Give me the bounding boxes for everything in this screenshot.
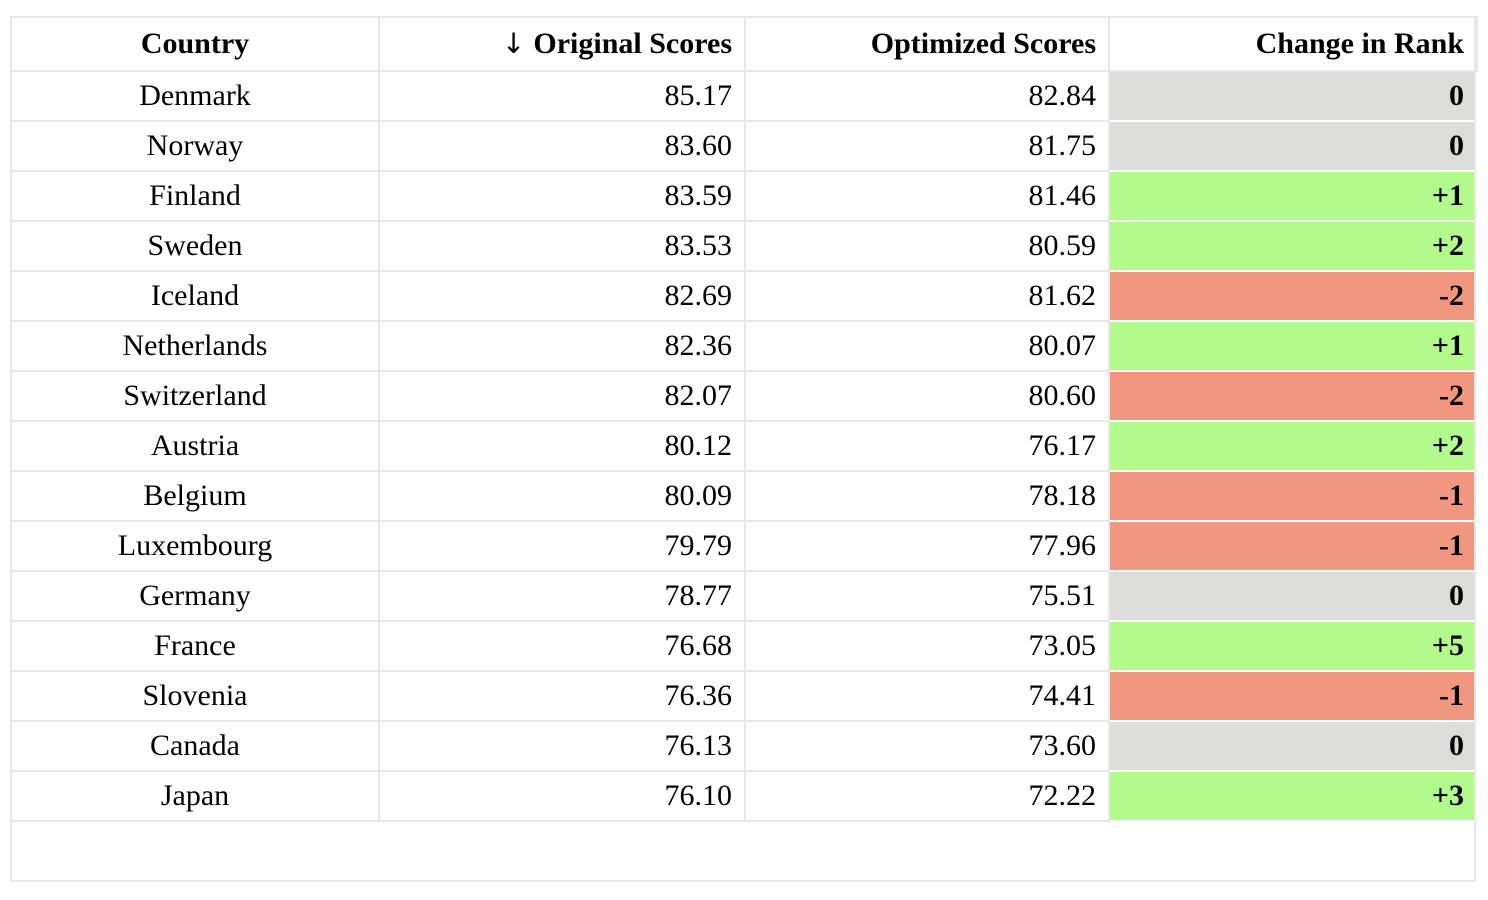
- table-row: Denmark 85.17 82.84 0: [10, 70, 1478, 122]
- country-cell: Slovenia: [10, 670, 380, 722]
- table-row: Germany 78.77 75.51 0: [10, 570, 1478, 622]
- optimized-score-cell: 74.41: [744, 670, 1110, 722]
- optimized-score-cell: 80.07: [744, 320, 1110, 372]
- table-body: Denmark 85.17 82.84 0 Norway 83.60 81.75 0 Finla…: [10, 70, 1478, 822]
- header-row: Country ↓ Original Scores Optimized Score…: [10, 16, 1478, 72]
- rank-change-cell: -2: [1108, 370, 1478, 422]
- optimized-score-cell: 81.62: [744, 270, 1110, 322]
- rank-change-cell: -1: [1108, 670, 1478, 722]
- country-cell: Luxembourg: [10, 520, 380, 572]
- optimized-score-cell: 72.22: [744, 770, 1110, 822]
- original-score-cell: 82.36: [378, 320, 746, 372]
- country-cell: Canada: [10, 720, 380, 772]
- header-change-in-rank[interactable]: Change in Rank: [1108, 16, 1478, 72]
- rank-change-cell: 0: [1108, 570, 1478, 622]
- optimized-score-cell: 76.17: [744, 420, 1110, 472]
- original-score-cell: 76.13: [378, 720, 746, 772]
- table-row: Luxembourg 79.79 77.96 -1: [10, 520, 1478, 572]
- optimized-score-cell: 81.46: [744, 170, 1110, 222]
- country-cell: Sweden: [10, 220, 380, 272]
- country-cell: Netherlands: [10, 320, 380, 372]
- original-score-cell: 76.36: [378, 670, 746, 722]
- original-score-cell: 79.79: [378, 520, 746, 572]
- original-score-cell: 82.69: [378, 270, 746, 322]
- original-score-cell: 83.53: [378, 220, 746, 272]
- table-row: Iceland 82.69 81.62 -2: [10, 270, 1478, 322]
- table-row: France 76.68 73.05 +5: [10, 620, 1478, 672]
- country-cell: Iceland: [10, 270, 380, 322]
- header-original-label: Original Scores: [533, 27, 732, 60]
- country-cell: Japan: [10, 770, 380, 822]
- optimized-score-cell: 80.60: [744, 370, 1110, 422]
- rank-change-cell: 0: [1108, 120, 1478, 172]
- table-row: Japan 76.10 72.22 +3: [10, 770, 1478, 822]
- rank-change-cell: +5: [1108, 620, 1478, 672]
- score-table: Country ↓ Original Scores Optimized Score…: [10, 16, 1478, 822]
- rank-change-cell: -1: [1108, 520, 1478, 572]
- rank-change-cell: +1: [1108, 320, 1478, 372]
- country-cell: Denmark: [10, 70, 380, 122]
- rank-change-cell: +2: [1108, 220, 1478, 272]
- country-cell: Switzerland: [10, 370, 380, 422]
- table-row: Canada 76.13 73.60 0: [10, 720, 1478, 772]
- table-row: Norway 83.60 81.75 0: [10, 120, 1478, 172]
- country-cell: Norway: [10, 120, 380, 172]
- original-score-cell: 80.12: [378, 420, 746, 472]
- table-row: Switzerland 82.07 80.60 -2: [10, 370, 1478, 422]
- country-cell: Finland: [10, 170, 380, 222]
- optimized-score-cell: 80.59: [744, 220, 1110, 272]
- optimized-score-cell: 75.51: [744, 570, 1110, 622]
- optimized-score-cell: 73.60: [744, 720, 1110, 772]
- optimized-score-cell: 82.84: [744, 70, 1110, 122]
- table-row: Austria 80.12 76.17 +2: [10, 420, 1478, 472]
- original-score-cell: 76.10: [378, 770, 746, 822]
- table-row: Sweden 83.53 80.59 +2: [10, 220, 1478, 272]
- country-cell: France: [10, 620, 380, 672]
- header-country[interactable]: Country: [10, 16, 380, 72]
- rank-change-cell: +3: [1108, 770, 1478, 822]
- original-score-cell: 83.60: [378, 120, 746, 172]
- optimized-score-cell: 77.96: [744, 520, 1110, 572]
- original-score-cell: 83.59: [378, 170, 746, 222]
- country-cell: Germany: [10, 570, 380, 622]
- optimized-score-cell: 81.75: [744, 120, 1110, 172]
- table-row: Belgium 80.09 78.18 -1: [10, 470, 1478, 522]
- table-row: Slovenia 76.36 74.41 -1: [10, 670, 1478, 722]
- rank-change-cell: -2: [1108, 270, 1478, 322]
- rank-change-cell: +1: [1108, 170, 1478, 222]
- header-optimized-scores[interactable]: Optimized Scores: [744, 16, 1110, 72]
- rank-change-cell: 0: [1108, 70, 1478, 122]
- optimized-score-cell: 78.18: [744, 470, 1110, 522]
- optimized-score-cell: 73.05: [744, 620, 1110, 672]
- score-table-container: Country ↓ Original Scores Optimized Score…: [10, 16, 1478, 882]
- original-score-cell: 82.07: [378, 370, 746, 422]
- original-score-cell: 85.17: [378, 70, 746, 122]
- rank-change-cell: +2: [1108, 420, 1478, 472]
- header-original-scores[interactable]: ↓ Original Scores: [378, 16, 746, 72]
- original-score-cell: 76.68: [378, 620, 746, 672]
- original-score-cell: 78.77: [378, 570, 746, 622]
- rank-change-cell: 0: [1108, 720, 1478, 772]
- country-cell: Belgium: [10, 470, 380, 522]
- country-cell: Austria: [10, 420, 380, 472]
- rank-change-cell: -1: [1108, 470, 1478, 522]
- sort-descending-icon: ↓: [501, 27, 526, 60]
- table-row: Finland 83.59 81.46 +1: [10, 170, 1478, 222]
- original-score-cell: 80.09: [378, 470, 746, 522]
- table-row: Netherlands 82.36 80.07 +1: [10, 320, 1478, 372]
